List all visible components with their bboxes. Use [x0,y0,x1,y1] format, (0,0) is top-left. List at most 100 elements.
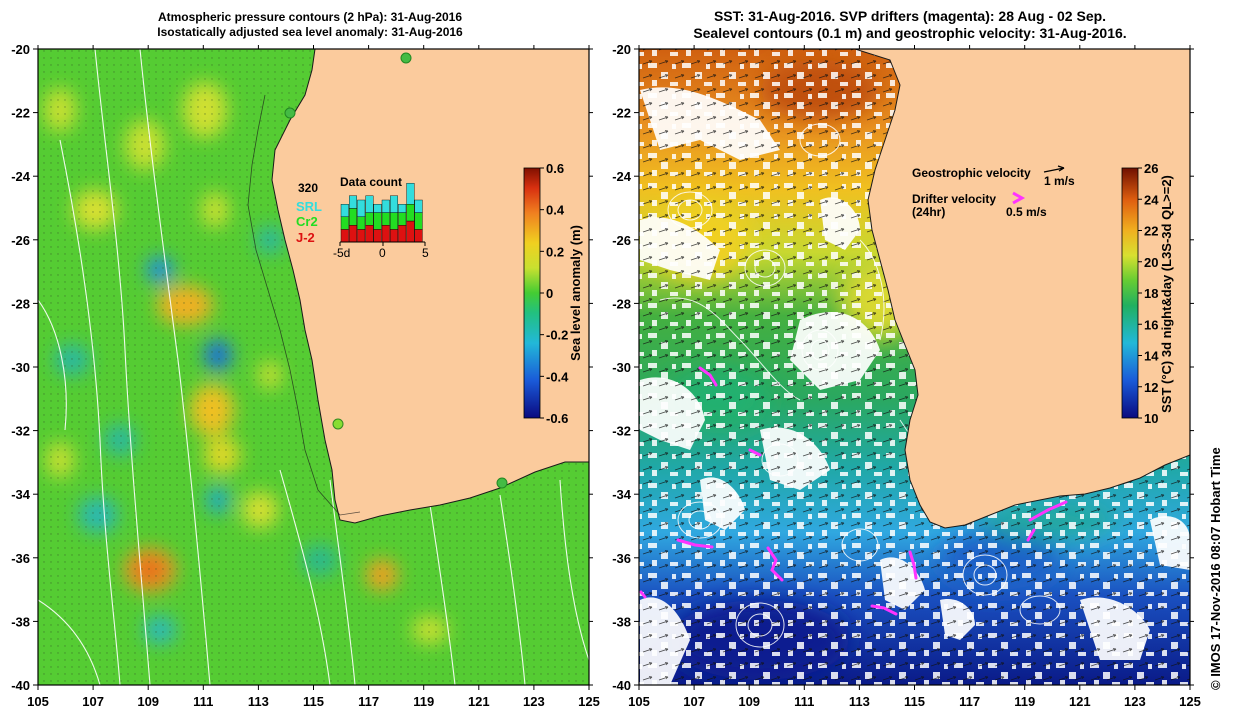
australia-landmass-sst [855,49,1190,528]
latitude-label: -22 [11,106,30,121]
colorbar-tick: 16 [1144,317,1158,332]
geostrophic-velocity-label: Geostrophic velocity [912,166,1031,180]
count-bar-j2 [381,224,390,243]
count-bar-j2 [406,220,415,243]
left-title-line1: Atmospheric pressure contours (2 hPa): 3… [157,10,463,24]
geostrophic-scale-label: 1 m/s [1044,174,1075,188]
count-bar-srl [340,203,349,217]
coastline [271,48,589,524]
colorbar-tick: 22 [1144,224,1158,239]
count-bar-cr2 [390,212,399,230]
latitude-label: -24 [11,169,31,184]
velocity-legend: Geostrophic velocity 1 m/s Drifter veloc… [912,165,1075,219]
count-bar-cr2 [349,208,358,226]
latitude-label: -40 [11,678,30,693]
shelf-contour [247,94,361,516]
drifter-scale-arrow [1012,191,1026,205]
cloud-masks [640,87,1190,685]
longitude-label: 111 [193,694,213,709]
legend-cr2: Cr2 [296,214,318,229]
tide-gauge-marker [400,52,412,64]
count-bar-j2 [349,224,358,243]
count-bar-j2 [357,229,366,243]
count-axis-tick: 0 [379,246,386,260]
colorbar-tick: 20 [1144,255,1158,270]
latitude-label: -32 [11,424,30,439]
count-bar-srl [349,195,358,209]
right-map-frame [638,48,1191,686]
sst-colorbar-label: SST (°C) 3d night&day (L3S-3d QL>=2) [1159,175,1174,413]
longitude-label: 107 [683,694,705,709]
count-axis-tick: -5d [333,246,350,260]
latitude-label: -34 [11,487,31,502]
longitude-label: 117 [959,694,980,709]
count-bar-cr2 [414,212,423,230]
colorbar-tick: 26 [1144,161,1158,176]
colorbar-tick: 24 [1144,192,1159,207]
count-bar-cr2 [365,212,374,226]
longitude-label: 113 [849,694,870,709]
longitude-label: 115 [303,694,324,709]
count-bar-srl [365,195,374,213]
count-bar-j2 [414,229,423,243]
data-count-total: 320 [298,181,318,195]
left-title-line2: Isostatically adjusted sea level anomaly… [157,25,463,39]
coastline-sst [854,48,1191,529]
count-axis-tick: 5 [422,246,429,260]
left-map-title: Atmospheric pressure contours (2 hPa): 3… [60,10,560,40]
count-bar-srl [390,195,399,213]
count-bar-cr2 [406,203,415,222]
drifter-period-label: (24hr) [912,205,945,219]
colorbar-tick: -0.2 [546,328,568,343]
longitude-label: 107 [82,694,104,709]
colorbar-tick: 12 [1144,380,1158,395]
count-bar-cr2 [373,212,382,230]
longitude-label: 115 [904,694,925,709]
count-bar-j2 [373,229,382,243]
longitude-label: 105 [628,694,650,709]
count-bar-j2 [398,224,407,243]
longitude-label: 109 [738,694,760,709]
colorbar-tick: 0 [546,286,553,301]
count-bar-srl [381,199,390,213]
colorbar-tick: 18 [1144,286,1158,301]
colorbar-tick: 10 [1144,411,1158,426]
tide-gauge-marker [332,418,344,430]
data-count-title: Data count [340,175,402,189]
longitude-label: 119 [413,694,434,709]
count-bar-j2 [340,229,349,243]
longitude-label: 109 [137,694,159,709]
tide-gauge-marker [284,107,296,119]
colorbar-tick: 0.4 [546,203,565,218]
latitude-label: -28 [11,296,30,311]
longitude-label: 123 [1124,694,1146,709]
tide-gauge-marker [496,477,508,489]
longitude-label: 113 [248,694,269,709]
data-count-bars [340,182,423,243]
latitude-label: -20 [11,42,30,57]
sea-level-contours [659,123,1061,648]
latitude-label: -36 [11,551,30,566]
count-bar-cr2 [398,212,407,226]
drifter-velocity-label: Drifter velocity [912,192,996,206]
right-map-title: SST: 31-Aug-2016. SVP drifters (magenta)… [630,8,1190,42]
latitude-label: -30 [11,360,30,375]
count-bar-j2 [390,229,399,243]
longitude-label: 125 [1179,694,1201,709]
legend-j2: J-2 [296,230,315,245]
count-bar-srl [398,203,407,213]
colorbar-tick: -0.4 [546,369,569,384]
longitude-label: 111 [794,694,814,709]
colorbar-tick: 0.6 [546,161,564,176]
count-bar-j2 [365,224,374,243]
drifter-scale-label: 0.5 m/s [1006,205,1047,219]
right-title-line1: SST: 31-Aug-2016. SVP drifters (magenta)… [713,8,1107,24]
right-title-line2: Sealevel contours (0.1 m) and geostrophi… [693,25,1127,41]
count-bar-srl [373,203,382,213]
australia-landmass [272,49,589,523]
imos-credit: © IMOS 17-Nov-2016 08:07 Hobart Time [1208,447,1223,690]
count-bar-cr2 [340,216,349,230]
data-count-inset: 320 Data count SRL Cr2 J-2 -5d 0 5 [296,175,429,260]
longitude-label: 121 [1069,694,1091,709]
